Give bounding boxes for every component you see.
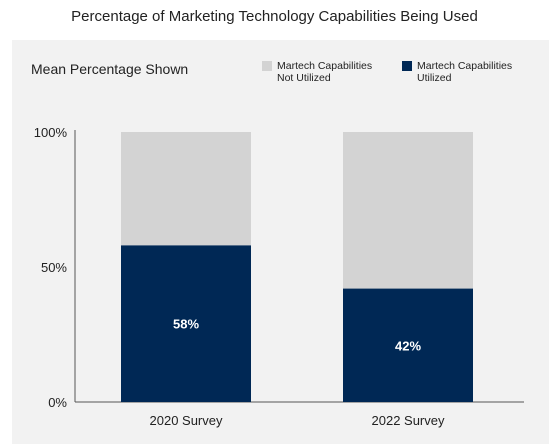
legend-label-not-utilized-line1: Martech Capabilities: [277, 60, 373, 72]
stacked-bar-chart: 0% 50% 100% 58% 2020 Survey 42% 2022 Survey: [34, 125, 524, 428]
bar-data-label: 42%: [395, 338, 421, 353]
bar-utilized: [343, 288, 473, 402]
legend-swatch-utilized: [402, 61, 412, 71]
page-title: Percentage of Marketing Technology Capab…: [71, 8, 478, 25]
legend-label-utilized-line1: Martech Capabilities: [417, 60, 513, 72]
bar-utilized: [121, 245, 251, 402]
legend-swatch-not-utilized: [262, 61, 272, 71]
legend-label-not-utilized-line2: Not Utilized: [277, 72, 331, 84]
chart-panel: Mean Percentage Shown Martech Capabiliti…: [12, 40, 549, 444]
chart-subtitle: Mean Percentage Shown: [31, 61, 189, 77]
bar-not-utilized: [343, 132, 473, 289]
y-tick-label: 50%: [41, 260, 67, 275]
legend-label-utilized-line2: Utilized: [417, 72, 452, 84]
bar-data-label: 58%: [173, 317, 199, 332]
legend-item-utilized: Martech Capabilities Utilized: [402, 60, 527, 84]
bar-not-utilized: [121, 132, 251, 246]
x-category-label: 2022 Survey: [372, 413, 445, 428]
x-category-label: 2020 Survey: [150, 413, 223, 428]
y-tick-label: 0%: [48, 395, 67, 410]
y-tick-label: 100%: [34, 125, 68, 140]
legend-item-not-utilized: Martech Capabilities Not Utilized: [262, 60, 387, 84]
